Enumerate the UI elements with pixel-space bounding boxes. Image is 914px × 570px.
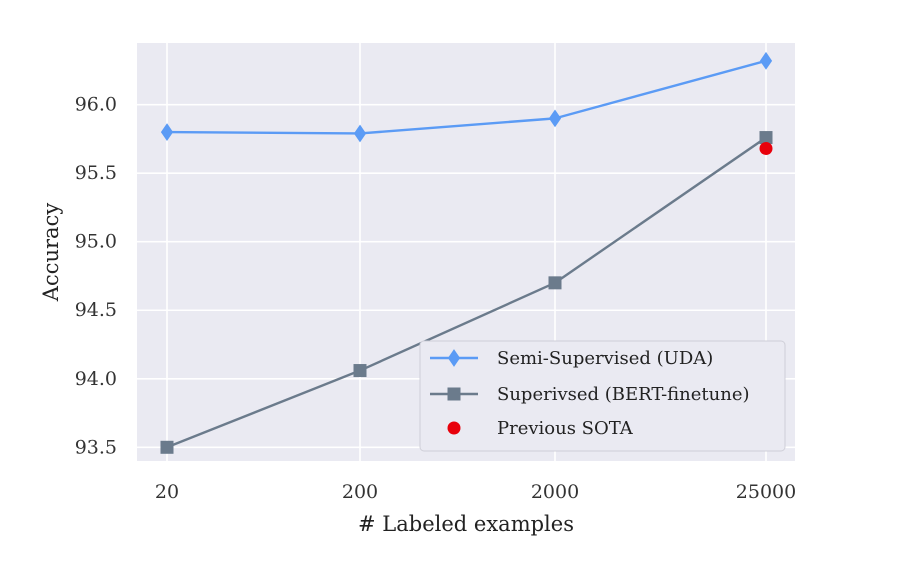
legend-entry: Superivsed (BERT-finetune)	[430, 384, 750, 405]
legend-marker	[447, 421, 461, 435]
legend-marker	[447, 349, 461, 367]
legend-label: Previous SOTA	[497, 418, 634, 439]
y-tick-label: 94.0	[75, 368, 117, 390]
legend-marker	[447, 387, 461, 401]
tick-labels: 93.5 94.0 94.5 95.0 95.5 96.0 20 200 2000 25000	[75, 94, 797, 503]
data-point	[160, 123, 174, 141]
legend: Semi-Supervised (UDA) Superivsed (BERT-fi…	[419, 340, 786, 452]
data-point	[759, 131, 773, 145]
series-1	[160, 131, 773, 454]
data-point	[759, 142, 773, 156]
series-layer	[160, 51, 773, 454]
y-tick-label: 95.0	[75, 231, 117, 253]
y-tick-label: 96.0	[75, 94, 117, 116]
legend-label: Superivsed (BERT-finetune)	[497, 384, 750, 405]
data-point	[548, 276, 562, 290]
data-point	[548, 109, 562, 128]
series-2	[759, 142, 773, 156]
x-tick-label: 25000	[736, 481, 796, 503]
legend-label: Semi-Supervised (UDA)	[497, 348, 713, 369]
x-tick-label: 2000	[531, 481, 579, 503]
y-tick-label: 93.5	[75, 436, 117, 458]
data-point	[759, 51, 773, 70]
y-tick-label: 95.5	[75, 162, 117, 184]
data-point	[353, 364, 367, 378]
x-axis-title: # Labeled examples	[358, 512, 574, 536]
y-tick-label: 94.5	[75, 299, 117, 321]
data-point	[160, 440, 174, 454]
x-tick-label: 200	[342, 481, 378, 503]
series-0	[160, 51, 773, 143]
legend-entry: Previous SOTA	[447, 418, 634, 439]
legend-entry: Semi-Supervised (UDA)	[430, 348, 713, 369]
data-point	[353, 124, 367, 143]
series-line	[166, 59, 767, 135]
y-axis-title: Accuracy	[39, 203, 63, 303]
series-line	[166, 136, 767, 449]
legend-box	[419, 340, 786, 452]
x-tick-label: 20	[155, 481, 179, 503]
